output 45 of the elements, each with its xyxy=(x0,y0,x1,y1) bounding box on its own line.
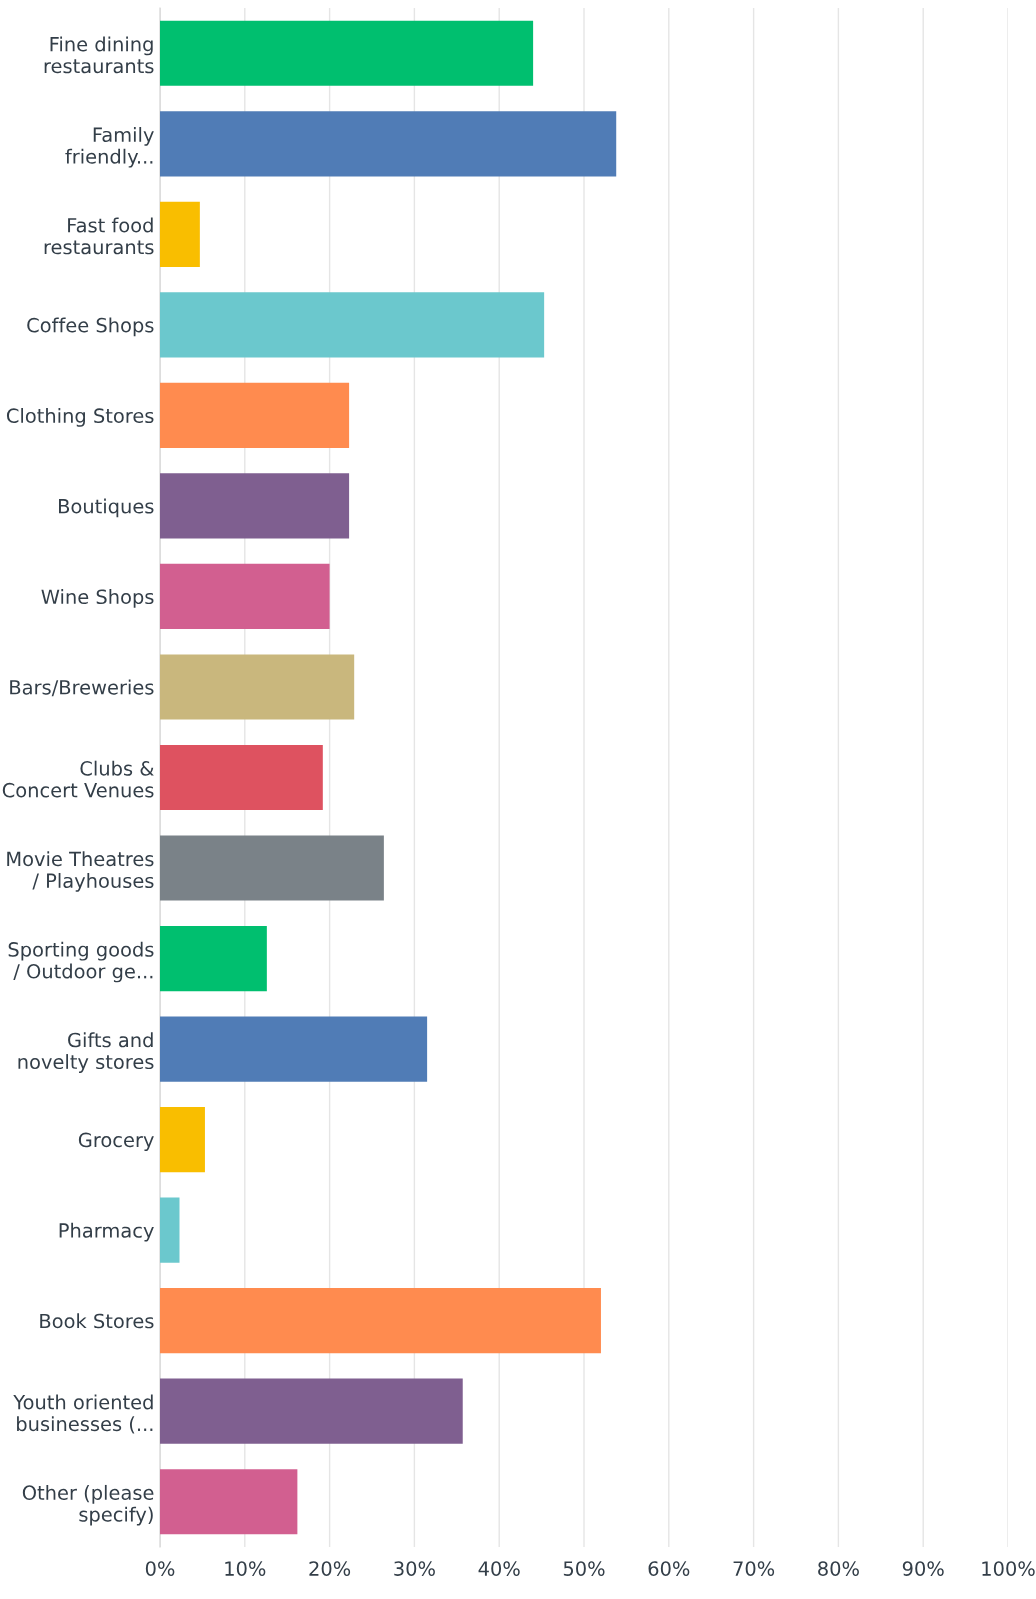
bar xyxy=(160,1469,298,1535)
bar xyxy=(160,473,350,539)
y-tick-label: Movie Theatres / Playhouses xyxy=(7,851,154,892)
bar xyxy=(160,1197,180,1263)
bar xyxy=(160,835,384,901)
y-tick-label: Fine dining restaurants xyxy=(44,36,154,74)
y-tick-label: Fast food restaurants xyxy=(44,217,154,255)
y-tick-label: Family friendly... xyxy=(65,127,154,168)
y-tick-label: Book Stores xyxy=(40,1313,154,1329)
bar xyxy=(160,654,355,720)
x-tick-label: 50% xyxy=(563,1561,605,1576)
y-tick-label: Clothing Stores xyxy=(6,407,154,427)
bar xyxy=(160,563,330,630)
x-tick-label: 70% xyxy=(733,1561,775,1576)
x-tick-label: 90% xyxy=(902,1561,944,1576)
bar xyxy=(160,1378,463,1444)
y-tick-label: Bars/Breweries xyxy=(10,679,154,697)
y-tick-label: Youth oriented businesses (... xyxy=(13,1394,153,1434)
bar xyxy=(160,925,267,992)
bar xyxy=(160,201,200,267)
x-tick-label: 30% xyxy=(394,1561,435,1576)
x-tick-label: 10% xyxy=(225,1561,266,1576)
x-tick-label: 40% xyxy=(478,1561,520,1576)
bar xyxy=(160,1288,601,1354)
bar xyxy=(160,1016,428,1082)
y-tick-label: Boutiques xyxy=(59,498,154,518)
x-tick-label: 80% xyxy=(818,1561,859,1576)
bar xyxy=(160,20,534,86)
bar xyxy=(160,292,545,358)
bar xyxy=(160,1107,205,1173)
x-tick-label: 60% xyxy=(648,1561,690,1576)
y-tick-label: Clubs & Concert Venues xyxy=(2,760,154,798)
y-tick-label: Gifts and novelty stores xyxy=(18,1032,154,1073)
y-tick-label: Sporting goods / Outdoor ge... xyxy=(8,941,154,983)
bar xyxy=(160,744,323,811)
bar xyxy=(160,111,617,177)
x-tick-label: 100% xyxy=(982,1561,1035,1576)
y-tick-label: Wine Shops xyxy=(41,589,154,608)
x-tick-label: 0% xyxy=(145,1561,175,1576)
y-tick-label: Other (please specify) xyxy=(22,1484,154,1526)
y-tick-label: Pharmacy xyxy=(59,1222,154,1242)
y-tick-label: Grocery xyxy=(78,1132,154,1152)
bar xyxy=(160,382,350,448)
y-tick-label: Coffee Shops xyxy=(27,317,154,337)
x-tick-label: 20% xyxy=(309,1561,351,1576)
